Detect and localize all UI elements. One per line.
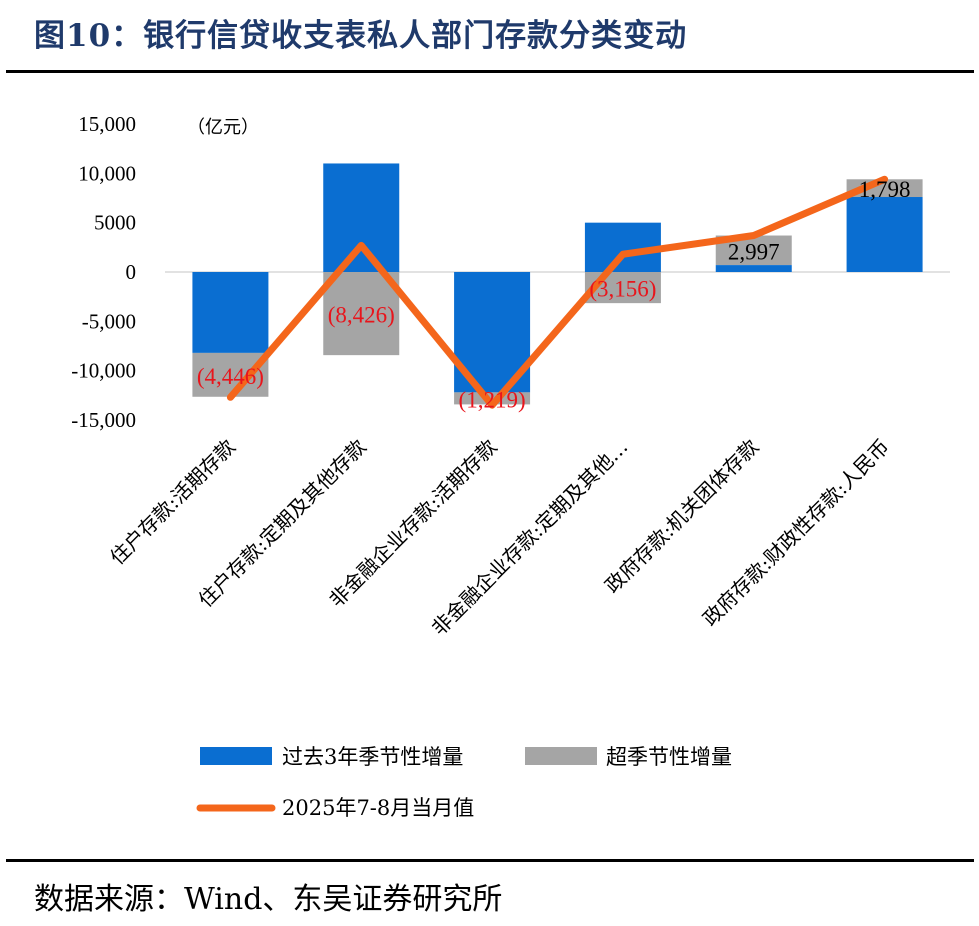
data-label: (8,426) <box>328 303 395 328</box>
bar-excess <box>192 352 269 397</box>
data-label: 2,997 <box>728 239 780 264</box>
y-tick-label: 10,000 <box>78 161 136 185</box>
chart: （亿元） 15,000 10,000 5000 0 -5,000 -10,000 -15,00… <box>71 112 950 820</box>
line-series-2025 <box>226 175 889 409</box>
bar-excess <box>323 272 400 356</box>
bar-seasonal <box>323 163 400 272</box>
y-tick-label: 0 <box>126 260 137 284</box>
top-rule <box>6 70 974 73</box>
legend-swatch-excess <box>525 747 597 765</box>
bottom-rule <box>6 859 974 862</box>
source-note: 数据来源：Wind、东吴证券研究所 <box>34 882 503 917</box>
legend-label-seasonal: 过去3年季节性增量 <box>282 745 463 769</box>
y-tick-label: -15,000 <box>71 408 136 432</box>
y-tick-label: -10,000 <box>71 359 136 383</box>
bar-seasonal <box>192 272 269 353</box>
x-category-label: 住户存款:活期存款 <box>105 435 240 570</box>
y-unit-label: （亿元） <box>187 117 259 138</box>
data-label: (4,446) <box>197 364 264 389</box>
y-tick-label: 15,000 <box>78 112 136 136</box>
data-label: (1,219) <box>459 387 526 412</box>
bar-seasonal <box>846 197 923 272</box>
legend-label-excess: 超季节性增量 <box>606 745 732 769</box>
bar-seasonal <box>715 265 792 272</box>
legend-label-line: 2025年7-8月当月值 <box>282 796 474 820</box>
data-label: (3,156) <box>589 277 656 302</box>
legend-swatch-seasonal <box>200 747 272 765</box>
figure-title: 图10：银行信贷收支表私人部门存款分类变动 <box>34 18 688 54</box>
bar-excess <box>454 392 531 405</box>
y-tick-label: 5000 <box>94 211 136 235</box>
y-tick-label: -5,000 <box>82 309 136 333</box>
data-label: 1,798 <box>859 177 911 202</box>
